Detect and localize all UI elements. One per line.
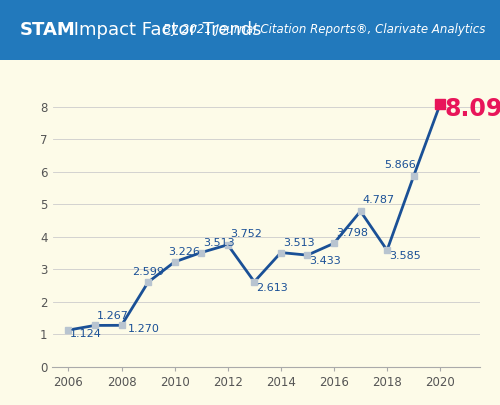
Text: 3.513: 3.513 [283, 238, 314, 248]
Text: 8.090: 8.090 [444, 97, 500, 121]
Text: 1.270: 1.270 [128, 324, 160, 335]
Text: By 2021 Journal Citation Reports®, Clarivate Analytics: By 2021 Journal Citation Reports®, Clari… [162, 23, 485, 36]
Text: 3.798: 3.798 [336, 228, 368, 239]
Text: 3.752: 3.752 [230, 229, 262, 239]
Text: 3.513: 3.513 [204, 238, 235, 248]
Text: 3.226: 3.226 [168, 247, 200, 257]
Text: 1.267: 1.267 [97, 311, 129, 320]
Text: 3.433: 3.433 [310, 256, 342, 266]
Text: 3.585: 3.585 [389, 251, 421, 260]
Text: 1.124: 1.124 [70, 329, 102, 339]
Text: STAM: STAM [20, 21, 76, 39]
Text: 4.787: 4.787 [362, 195, 395, 205]
Text: Impact Factor Trends: Impact Factor Trends [68, 21, 261, 39]
Text: 2.599: 2.599 [132, 267, 164, 277]
Text: 5.866: 5.866 [384, 160, 416, 171]
Text: 2.613: 2.613 [256, 283, 288, 293]
